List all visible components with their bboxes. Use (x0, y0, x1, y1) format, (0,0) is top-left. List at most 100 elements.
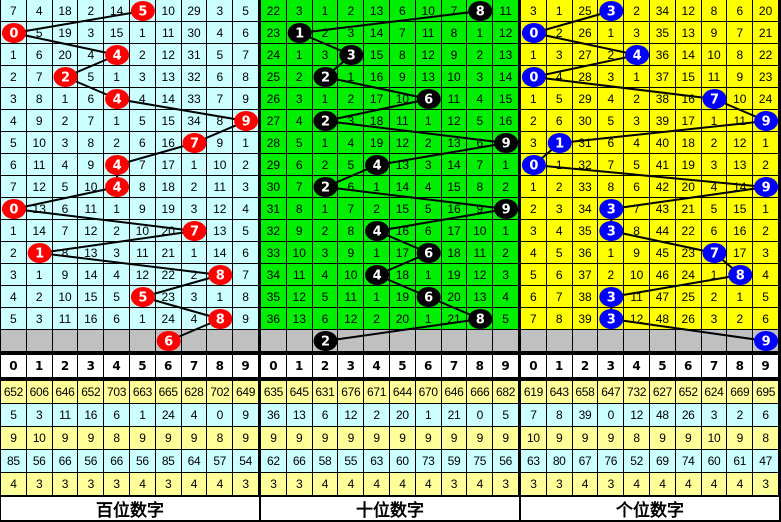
omission-cell: 1 (521, 88, 547, 110)
omission-cell: 1 (104, 110, 130, 132)
omission-cell: 20 (675, 176, 702, 198)
omission-cell: 2 (624, 88, 650, 110)
omission-cell: 15 (675, 66, 702, 88)
stat-cell: 73 (415, 450, 442, 473)
omission-cell: 29 (261, 154, 287, 176)
omission-cell: 4 (467, 88, 494, 110)
omission-cell: 15 (104, 22, 130, 44)
stat-cell: 1 (415, 404, 442, 427)
omission-cell: 2 (415, 132, 442, 154)
omission-cell: 13 (78, 242, 105, 264)
omission-cell: 11 (467, 242, 494, 264)
omission-cell: 8 (598, 176, 625, 198)
stat-cell: 63 (521, 450, 547, 473)
stat-cell: 1 (130, 404, 156, 427)
omission-cell: 3 (312, 242, 339, 264)
prediction-row-cell (78, 330, 105, 352)
omission-cell: 30 (261, 176, 287, 198)
stat-cell: 669 (727, 381, 754, 404)
hit-cell (104, 88, 130, 110)
omission-cell: 3 (521, 0, 547, 22)
stat-cell: 9 (130, 427, 156, 450)
prediction-row-cell (104, 330, 130, 352)
hit-cell (364, 220, 390, 242)
omission-cell: 6 (130, 132, 156, 154)
stat-cell: 54 (233, 450, 259, 473)
omission-cell: 3 (26, 308, 53, 330)
omission-cell: 5 (338, 154, 365, 176)
digit-header: 9 (753, 355, 779, 378)
stat-cell: 9 (441, 427, 468, 450)
omission-cell: 23 (155, 286, 182, 308)
omission-cell: 5 (521, 264, 547, 286)
omission-cell: 1 (207, 286, 234, 308)
hit-cell (521, 154, 547, 176)
omission-cell: 2 (52, 110, 79, 132)
digit-header: 2 (312, 355, 339, 378)
omission-cell: 3 (338, 22, 365, 44)
omission-cell: 3 (753, 242, 779, 264)
omission-cell: 39 (572, 308, 599, 330)
omission-cell: 3 (286, 0, 313, 22)
omission-cell: 2 (598, 264, 625, 286)
omission-cell: 32 (261, 220, 287, 242)
digit-header: 8 (207, 355, 234, 378)
omission-cell: 2 (312, 22, 339, 44)
omission-cell: 35 (261, 286, 287, 308)
stat-cell: 4 (727, 473, 754, 496)
omission-cell: 15 (441, 176, 468, 198)
omission-cell: 12 (286, 286, 313, 308)
omission-cell: 26 (261, 88, 287, 110)
omission-cell: 10 (390, 88, 416, 110)
prediction-row-cell (675, 330, 702, 352)
hit-cell (521, 66, 547, 88)
stat-cell: 56 (78, 450, 105, 473)
stat-cell: 13 (286, 404, 313, 427)
stat-cell: 649 (233, 381, 259, 404)
stat-cell: 20 (390, 404, 416, 427)
omission-cell: 14 (207, 242, 234, 264)
omission-cell: 5 (312, 286, 339, 308)
stat-cell: 9 (181, 427, 208, 450)
prediction-row-cell (753, 330, 779, 352)
digit-header: 0 (261, 355, 287, 378)
omission-cell: 4 (415, 176, 442, 198)
prediction-row-cell (441, 330, 468, 352)
stat-cell: 9 (572, 427, 599, 450)
stat-cell: 647 (598, 381, 625, 404)
omission-cell: 21 (155, 242, 182, 264)
omission-cell: 2 (338, 0, 365, 22)
omission-cell: 16 (155, 132, 182, 154)
omission-cell: 3 (598, 66, 625, 88)
hit-cell (130, 286, 156, 308)
omission-cell: 27 (261, 110, 287, 132)
omission-cell: 14 (390, 176, 416, 198)
omission-cell: 28 (261, 132, 287, 154)
omission-cell: 48 (650, 308, 676, 330)
hit-cell (415, 88, 442, 110)
stat-cell: 676 (338, 381, 365, 404)
omission-cell: 38 (650, 88, 676, 110)
digit-header: 1 (546, 355, 573, 378)
omission-cell: 3 (130, 66, 156, 88)
omission-cell: 6 (546, 110, 573, 132)
omission-cell: 20 (390, 308, 416, 330)
omission-cell: 4 (286, 110, 313, 132)
omission-cell: 1 (26, 264, 53, 286)
omission-cell: 5 (753, 286, 779, 308)
hit-cell (701, 242, 728, 264)
omission-cell: 1 (753, 198, 779, 220)
omission-cell: 11 (701, 66, 728, 88)
stat-cell: 9 (1, 427, 27, 450)
stat-cell: 75 (467, 450, 494, 473)
stat-cell: 619 (521, 381, 547, 404)
omission-cell: 3 (207, 0, 234, 22)
stat-cell: 666 (467, 381, 494, 404)
omission-cell: 11 (493, 0, 519, 22)
omission-cell: 10 (207, 154, 234, 176)
omission-cell: 6 (467, 132, 494, 154)
omission-cell: 7 (1, 176, 27, 198)
omission-cell: 17 (364, 88, 390, 110)
stat-cell: 3 (155, 473, 182, 496)
stat-cell: 9 (286, 427, 313, 450)
